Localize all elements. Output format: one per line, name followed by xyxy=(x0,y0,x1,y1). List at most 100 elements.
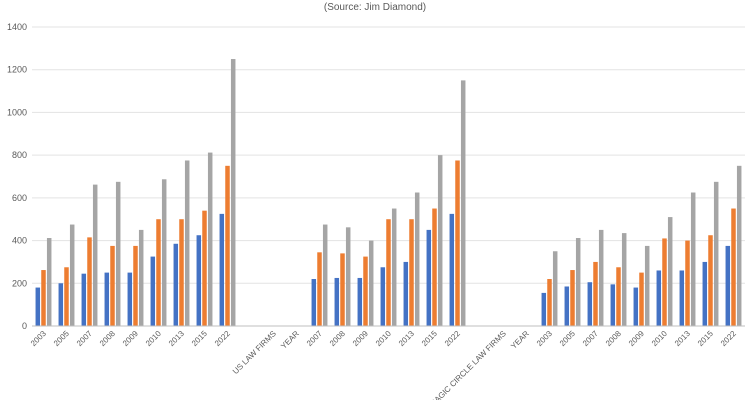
x-tick-label: 2010 xyxy=(650,329,669,348)
bar xyxy=(127,272,133,326)
x-tick-label: 2013 xyxy=(673,329,692,348)
bar xyxy=(150,256,156,326)
bar xyxy=(731,208,736,326)
bar xyxy=(110,245,115,326)
bar xyxy=(610,284,616,326)
x-tick-label: 2007 xyxy=(75,329,94,348)
bar xyxy=(564,286,570,326)
y-tick-label: 1000 xyxy=(7,107,27,117)
bar xyxy=(161,179,167,326)
bar xyxy=(409,219,414,326)
bar xyxy=(35,287,41,326)
bar xyxy=(639,272,644,326)
x-tick-label: 2003 xyxy=(29,329,48,348)
bar xyxy=(133,245,138,326)
bar xyxy=(225,165,230,326)
x-tick-label: YEAR xyxy=(279,329,301,351)
bar xyxy=(340,253,345,326)
bar xyxy=(334,277,340,326)
bar xyxy=(662,238,667,326)
bar xyxy=(541,292,547,326)
bar xyxy=(41,270,46,326)
bar xyxy=(156,219,161,326)
bar xyxy=(46,238,52,326)
y-tick-label: 1400 xyxy=(7,22,27,32)
bar xyxy=(598,229,604,326)
bars xyxy=(35,59,742,327)
bar xyxy=(552,251,558,326)
bar xyxy=(363,256,368,326)
x-tick-label: 2010 xyxy=(144,329,163,348)
bar xyxy=(621,233,627,326)
bar xyxy=(633,287,639,326)
bar xyxy=(92,184,98,326)
bar xyxy=(311,279,317,326)
x-tick-label: 2013 xyxy=(397,329,416,348)
bar xyxy=(368,240,374,326)
x-tick-label: MAGIC CIRCLE LAW FIRMS xyxy=(428,329,508,400)
x-tick-label: 2003 xyxy=(535,329,554,348)
y-tick-label: 1200 xyxy=(7,65,27,75)
bar xyxy=(587,282,593,326)
x-tick-label: YEAR xyxy=(509,329,531,351)
bar xyxy=(679,270,685,326)
y-tick-label: 800 xyxy=(12,150,27,160)
bar xyxy=(69,224,75,326)
y-tick-label: 400 xyxy=(12,236,27,246)
gridlines xyxy=(32,26,745,284)
bar xyxy=(455,160,460,326)
x-tick-label: 2015 xyxy=(420,329,439,348)
y-tick-label: 0 xyxy=(22,321,27,331)
x-tick-label: 2010 xyxy=(374,329,393,348)
bar xyxy=(667,217,673,326)
bar xyxy=(104,272,110,326)
bar xyxy=(644,245,650,326)
bar xyxy=(736,165,742,326)
x-tick-label: 2013 xyxy=(167,329,186,348)
bar xyxy=(58,283,64,326)
bar xyxy=(202,210,207,326)
x-tick-label: 2022 xyxy=(213,329,232,348)
chart-subtitle: (Source: Jim Diamond) xyxy=(324,2,426,13)
bar xyxy=(449,213,455,326)
bar xyxy=(437,155,443,326)
x-tick-label: 2008 xyxy=(98,329,117,348)
bar xyxy=(219,213,225,326)
bar xyxy=(708,235,713,326)
x-tick-label: 2009 xyxy=(121,329,140,348)
x-tick-label: 2022 xyxy=(719,329,738,348)
x-tick-label: 2008 xyxy=(604,329,623,348)
x-tick-label: 2015 xyxy=(696,329,715,348)
bar xyxy=(432,208,437,326)
bar xyxy=(386,219,391,326)
bar xyxy=(414,192,420,326)
x-tick-label: 2005 xyxy=(558,329,577,348)
bar xyxy=(138,229,144,326)
bar xyxy=(570,270,575,326)
bar xyxy=(403,261,409,326)
y-tick-label: 600 xyxy=(12,193,27,203)
bar xyxy=(184,160,190,326)
bar xyxy=(575,238,581,326)
bar xyxy=(81,273,87,326)
bar xyxy=(322,224,328,326)
bar xyxy=(207,152,213,326)
y-tick-label: 200 xyxy=(12,278,27,288)
bar xyxy=(115,181,121,326)
bar xyxy=(690,192,696,326)
x-tick-label: 2015 xyxy=(190,329,209,348)
x-tick-label: 2007 xyxy=(305,329,324,348)
x-tick-label: 2007 xyxy=(581,329,600,348)
bar xyxy=(357,277,363,326)
bar xyxy=(196,235,202,326)
bar xyxy=(230,59,236,327)
bar xyxy=(616,267,621,326)
x-tick-label: 2022 xyxy=(443,329,462,348)
bar xyxy=(685,240,690,326)
bar xyxy=(179,219,184,326)
bar xyxy=(173,243,179,326)
bar xyxy=(380,267,386,326)
bar xyxy=(87,237,92,326)
bar xyxy=(460,80,466,327)
